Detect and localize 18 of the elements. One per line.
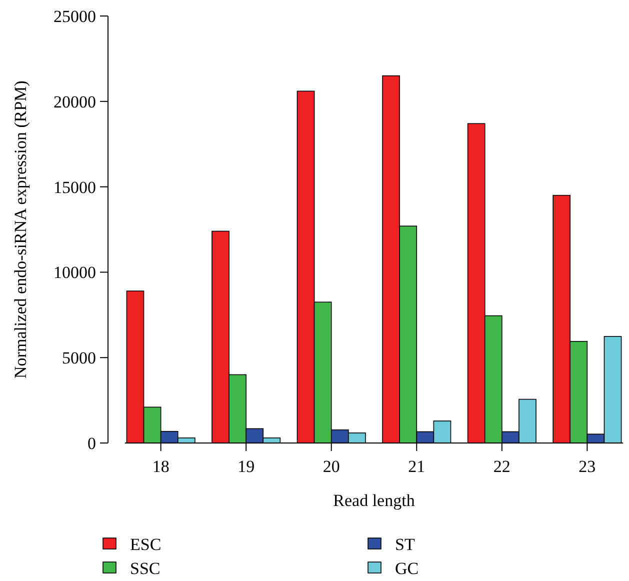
legend-label: GC <box>395 558 419 578</box>
x-axis-title: Read length <box>333 491 416 510</box>
x-tick-label: 22 <box>493 457 510 476</box>
x-tick-label: 19 <box>238 457 255 476</box>
y-tick-label: 20000 <box>54 92 96 112</box>
x-tick-label: 23 <box>578 457 596 476</box>
x-tick-label: 21 <box>408 457 426 476</box>
x-tick-label: 18 <box>152 457 170 476</box>
y-tick-label: 15000 <box>54 178 96 197</box>
y-tick-label: 0 <box>88 434 96 453</box>
legend-label: SSC <box>130 558 160 578</box>
y-tick-label: 10000 <box>54 263 96 282</box>
y-tick-label: 5000 <box>62 348 96 368</box>
y-axis-title: Normalized endo-siRNA expression (RPM) <box>11 80 30 378</box>
x-tick-label: 20 <box>322 457 340 476</box>
legend-label: ST <box>395 534 416 554</box>
legend-label: ESC <box>130 534 162 554</box>
y-tick-label: 25000 <box>54 6 96 26</box>
